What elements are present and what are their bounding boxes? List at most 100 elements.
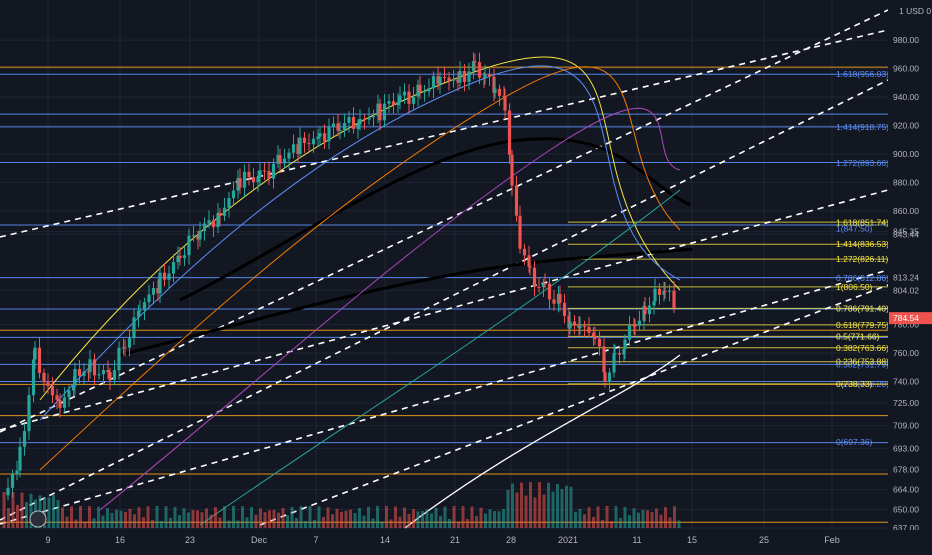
volume-bar — [20, 492, 24, 528]
fib-label-lower: 1.414(836.53) — [836, 239, 889, 249]
volume-bar — [529, 482, 532, 528]
volume-bar — [155, 506, 159, 528]
volume-bar — [196, 510, 199, 528]
candle-body — [171, 262, 176, 274]
candle-body — [207, 220, 211, 224]
volume-bar — [434, 507, 438, 528]
volume-bar — [475, 516, 478, 528]
candle-body — [291, 144, 296, 153]
candle-body — [487, 74, 492, 77]
candle-body — [10, 474, 15, 488]
candle-body — [578, 326, 582, 328]
fib-label-lower: 1(806.50) — [836, 282, 873, 292]
candle-body — [276, 155, 280, 164]
candle-body — [311, 138, 316, 145]
candle-body — [458, 70, 462, 83]
volume-bar — [277, 512, 280, 528]
candle-body — [387, 101, 391, 104]
candle-body — [532, 267, 537, 287]
volume-bar — [502, 509, 505, 528]
volume-bar — [65, 516, 69, 528]
volume-bar — [52, 495, 55, 528]
candle-body — [653, 288, 657, 302]
y-tick-label: 940.00 — [893, 92, 919, 102]
candle-body — [418, 84, 422, 92]
fib-label-lower: 0.382(763.66) — [836, 343, 889, 353]
volume-bar — [538, 482, 541, 528]
candle-body — [358, 118, 362, 125]
candle-body — [402, 91, 407, 96]
candle-body — [298, 137, 302, 154]
candle-body — [82, 371, 86, 376]
volume-bar — [497, 511, 501, 528]
volume-bar — [587, 507, 591, 528]
volume-bar — [173, 506, 177, 528]
volume-bar — [610, 521, 613, 528]
candle-body — [627, 325, 632, 340]
volume-bar — [56, 499, 60, 528]
fib-label-upper: 1.618(956.03) — [836, 69, 889, 79]
earnings-marker-icon[interactable] — [29, 510, 47, 528]
candle-body — [92, 359, 97, 376]
candle-body — [256, 177, 260, 183]
y-tick-label: 637.00 — [893, 523, 919, 533]
candle-body — [462, 70, 467, 82]
candle-body — [147, 294, 151, 303]
candle-body — [136, 310, 141, 318]
price-axis-bg — [888, 0, 932, 550]
candle-body — [37, 347, 42, 373]
y-tick-label: 813.24 — [893, 272, 919, 282]
candle-body — [331, 123, 336, 128]
x-tick-label: 25 — [759, 535, 769, 545]
volume-bar — [236, 520, 240, 528]
volume-bar — [259, 508, 262, 528]
candle-body — [507, 110, 512, 155]
volume-bar — [205, 508, 208, 528]
ma-teal — [199, 189, 681, 526]
candle-body — [342, 122, 347, 130]
candle-body — [182, 255, 187, 259]
fib-labels: 1.618(956.03) 1.414(918.75) 1.272(893.66) 1… — [836, 69, 889, 447]
volume-bar — [160, 520, 163, 528]
x-tick-label: 16 — [115, 535, 125, 545]
fib-label-lower: 0(738.33) — [836, 379, 873, 389]
volume-bar — [344, 510, 348, 528]
candle-body — [46, 382, 50, 387]
candle-body — [132, 317, 136, 338]
fib-label-upper: 0.236(738.20) — [836, 379, 889, 389]
volume-bar — [142, 517, 145, 528]
volume-bar — [97, 506, 100, 528]
candle-body — [382, 103, 387, 121]
volume-bar — [137, 507, 141, 528]
candle-body — [613, 353, 617, 355]
fib-label-upper: 1(847.50) — [836, 224, 873, 234]
candle-body — [510, 154, 514, 186]
volume-bar — [479, 507, 483, 528]
y-tick-label: 960.00 — [893, 64, 919, 74]
volume-bar — [376, 506, 379, 528]
candle-body — [547, 283, 552, 300]
volume-bar — [322, 517, 325, 528]
candle-body — [572, 321, 577, 325]
volume-bar — [596, 506, 600, 528]
volume-bar — [250, 507, 253, 528]
volume-bar — [200, 512, 204, 528]
candle-body — [467, 71, 471, 82]
volume-bars — [2, 482, 681, 528]
volume-bar — [623, 506, 627, 528]
volume-bar — [641, 509, 645, 528]
volume-bar — [461, 506, 465, 528]
volume-bar — [11, 492, 15, 528]
volume-bar — [565, 485, 568, 528]
candle-body — [162, 272, 167, 280]
candle-body — [287, 152, 291, 159]
candle-body — [202, 223, 207, 231]
volume-bar — [290, 506, 294, 528]
volume-bar — [92, 518, 96, 528]
candle-body — [101, 370, 106, 375]
volume-bar — [335, 508, 339, 528]
candle-body — [407, 91, 411, 104]
volume-bar — [569, 486, 573, 528]
volume-bar — [286, 515, 289, 528]
volume-bar — [457, 521, 460, 528]
